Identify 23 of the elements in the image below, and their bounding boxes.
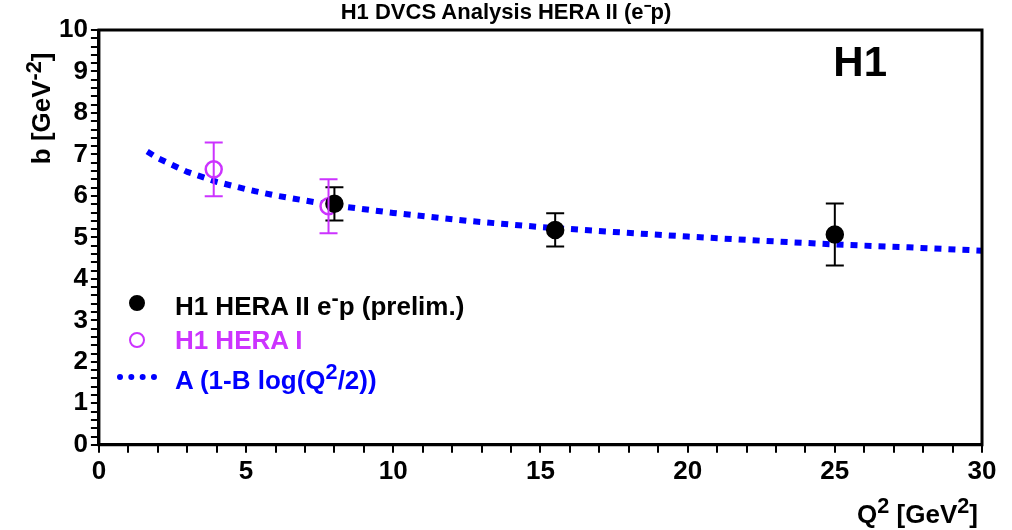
y-tick-label: 2 [73,345,88,376]
y-tick-label: 4 [73,262,89,293]
x-tick-label: 10 [378,454,408,485]
legend-label: H1 HERA I [174,324,303,356]
x-tick-label: 30 [967,454,997,485]
y-tick-label: 8 [73,96,88,127]
x-tick-label: 15 [526,454,555,485]
legend-label: H1 HERA II e$^{-}$p (prelim.) [174,284,465,322]
x-axis-title: Q$^{2}$ [GeV$^{2}$] [857,493,978,530]
y-tick-label: 7 [73,137,88,168]
x-tick-label: 5 [238,454,254,485]
chart-title: H1 DVCS Analysis HERA II (e⁻p) [340,0,672,24]
y-tick-label: 0 [73,427,88,458]
y-tick-label: 9 [73,54,88,85]
y-tick-label: 1 [73,386,88,417]
annotation: H1 [833,38,887,86]
y-tick-label: 10 [59,13,88,44]
x-tick-label: 20 [673,454,703,485]
legend-label: A (1-B log(Q$^{2}$/2)) [174,358,377,396]
x-tick-label: 25 [820,454,850,485]
y-tick-label: 3 [73,303,88,334]
y-tick-label: 6 [73,179,88,210]
y-tick-label: 5 [73,220,88,251]
